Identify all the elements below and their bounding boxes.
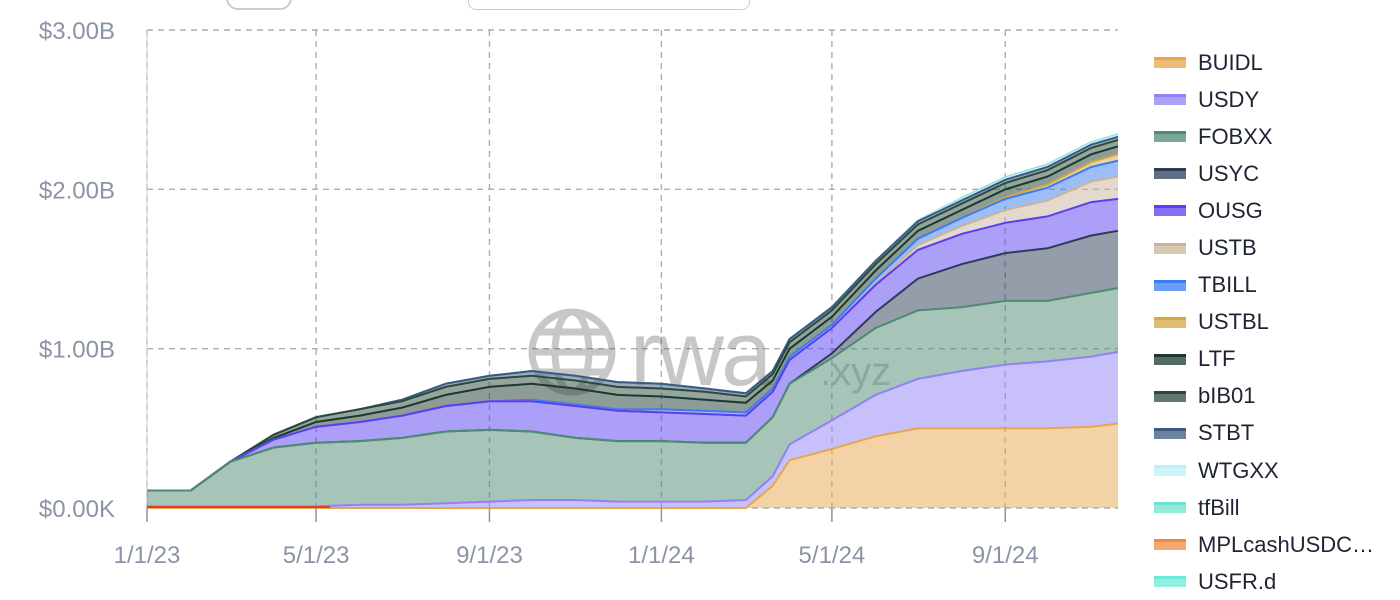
legend-item[interactable]: USDY [1154, 81, 1398, 118]
legend-label: tfBill [1198, 494, 1240, 520]
legend-swatch [1154, 502, 1186, 514]
x-tick-label: 9/1/23 [456, 542, 523, 569]
legend-label: USFR.d [1198, 568, 1277, 594]
legend-swatch [1154, 316, 1186, 328]
legend-label: USDY [1198, 86, 1260, 112]
legend-swatch [1154, 57, 1186, 69]
legend-label: WTGXX [1198, 457, 1279, 483]
line-fobxx [147, 287, 1119, 492]
legend-swatch [1154, 353, 1186, 365]
legend-item[interactable]: TBILL [1154, 267, 1398, 304]
x-tick-label: 5/1/24 [799, 542, 866, 569]
legend-label: MPLcashUSDC… [1198, 531, 1375, 557]
legend-label: LTF [1198, 346, 1236, 372]
line-bib01 [147, 138, 1119, 492]
legend-item[interactable]: WTGXX [1154, 452, 1398, 489]
legend-label: FOBXX [1198, 123, 1273, 149]
legend-item[interactable]: BUIDL [1154, 44, 1398, 81]
y-tick-label: $0.00K [39, 496, 115, 523]
legend-swatch [1154, 465, 1186, 477]
area-usdy [147, 351, 1118, 508]
area-buidl [147, 423, 1118, 508]
legend-item[interactable]: bIB01 [1154, 378, 1398, 415]
legend-swatch [1154, 131, 1186, 143]
legend-label: USYC [1198, 160, 1260, 186]
y-tick-label: $2.00B [39, 177, 115, 204]
y-tick-label: $1.00B [39, 337, 115, 364]
legend-swatch [1154, 279, 1186, 291]
legend-swatch [1154, 390, 1186, 402]
legend-label: USTB [1198, 235, 1257, 261]
legend-item[interactable]: USTB [1154, 229, 1398, 266]
y-tick-label: $3.00B [39, 18, 115, 45]
legend-label: OUSG [1198, 197, 1263, 223]
x-tick-label: 1/1/24 [628, 542, 695, 569]
legend-label: STBT [1198, 420, 1255, 446]
legend-item[interactable]: MPLcashUSDC… [1154, 526, 1398, 563]
line-ltf [147, 145, 1119, 492]
legend-swatch [1154, 427, 1186, 439]
x-tick-label: 1/1/23 [114, 542, 181, 569]
line-ousg [147, 197, 1119, 492]
y-axis: $0.00K $1.00B $2.00B $3.00B [39, 18, 115, 523]
legend-item[interactable]: OUSG [1154, 192, 1398, 229]
legend-label: bIB01 [1198, 383, 1256, 409]
area-usyc [147, 230, 1118, 491]
legend-label: USTBL [1198, 309, 1269, 335]
legend-swatch [1154, 242, 1186, 254]
area-fobxx [147, 288, 1118, 507]
stacked-area-chart: rwa .xyz $0.00K$1.00B$2.00B$3.00B 1/1/23… [39, 18, 1119, 569]
legend-item[interactable]: USTBL [1154, 304, 1398, 341]
area-ustb [147, 176, 1118, 491]
legend-label: BUIDL [1198, 49, 1263, 75]
legend-item[interactable]: STBT [1154, 415, 1398, 452]
legend-swatch [1154, 168, 1186, 180]
x-tick-label: 9/1/24 [972, 542, 1039, 569]
legend-label: TBILL [1198, 272, 1257, 298]
x-axis: 1/1/23 5/1/23 9/1/23 1/1/24 5/1/24 9/1/24 [114, 508, 1039, 569]
legend-item[interactable]: tfBill [1154, 489, 1398, 526]
chart-legend: BUIDL USDY FOBXX USYC OUSG USTB TBILL USTBL LTF b… [1154, 44, 1398, 600]
legend-swatch [1154, 205, 1186, 217]
legend-item[interactable]: USYC [1154, 155, 1398, 192]
legend-item[interactable]: LTF [1154, 341, 1398, 378]
legend-swatch [1154, 94, 1186, 106]
legend-item[interactable]: FOBXX [1154, 118, 1398, 155]
legend-swatch [1154, 576, 1186, 588]
legend-swatch [1154, 539, 1186, 551]
legend-item[interactable]: USFR.d [1154, 563, 1398, 600]
x-tick-label: 5/1/23 [283, 542, 350, 569]
